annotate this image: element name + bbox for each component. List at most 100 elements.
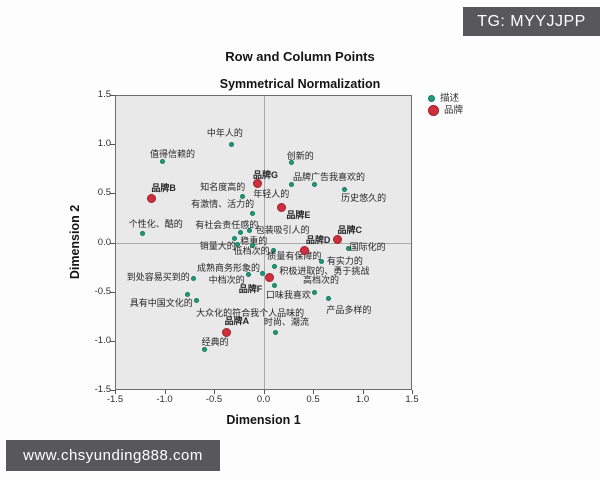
legend-marker-描述 [428, 95, 435, 102]
point-label: 成熟商务形象的 [197, 263, 261, 273]
point-label: 国际化的 [349, 242, 386, 253]
point-label: 中年人的 [206, 128, 243, 139]
x-tick-label: -1.0 [156, 394, 173, 405]
data-point-描述 [271, 283, 277, 289]
plot-area: 中年人的 值得信赖的 创新的品牌广告我喜欢的 年轻人的 历史悠久的 知名度高的有激情、活力… [115, 95, 412, 390]
legend-label: 描述 [440, 92, 460, 104]
y-axis-label: Dimension 2 [68, 204, 82, 280]
point-label: 有实力的 [326, 256, 363, 267]
x-tick [164, 390, 166, 394]
data-point-品牌 [147, 193, 157, 203]
legend-item: 品牌 [428, 105, 463, 116]
data-point-描述 [246, 272, 252, 278]
y-tick-label: 1.0 [97, 138, 111, 150]
data-point-描述 [140, 231, 146, 237]
point-label: 具有中国文化的 [129, 297, 193, 308]
data-point-描述 [193, 298, 199, 304]
x-tick [214, 390, 215, 394]
y-tick-label: 0.5 [97, 187, 111, 199]
point-label: 中档次的 [208, 274, 245, 285]
x-tick [263, 390, 265, 394]
point-label: 个性化、酷的 [128, 218, 183, 229]
point-label: 到处容易买到的 [126, 271, 190, 282]
data-point-描述 [270, 247, 276, 253]
point-label: 品牌C [337, 224, 363, 235]
point-label: 产品多样的 [326, 304, 372, 315]
point-label: 品牌F [238, 283, 263, 294]
y-tick [110, 95, 115, 96]
watermark-website: www.chsyunding888.com [6, 440, 220, 471]
point-label: 口味我喜欢 [265, 289, 311, 300]
data-point-描述 [319, 258, 325, 264]
point-label: 经典的 [201, 336, 229, 347]
point-label: 大众化的符合我个人品味的 [196, 307, 305, 318]
point-label: 高档次的 [302, 274, 339, 285]
data-point-描述 [288, 182, 294, 187]
x-tick-label: 1.5 [405, 394, 419, 405]
point-label: 创新的 [286, 150, 314, 161]
point-label: 低档次的 [233, 246, 270, 257]
point-label: 积极进取的、勇于挑战 [279, 266, 370, 277]
x-tick-label: -0.5 [205, 394, 223, 405]
y-tick [110, 144, 115, 146]
ref-line-horizontal [116, 243, 411, 244]
data-point-描述 [184, 292, 190, 298]
data-point-描述 [201, 347, 207, 353]
data-point-描述 [260, 270, 266, 276]
data-point-品牌 [222, 327, 232, 337]
point-label: 知名度高的 [200, 182, 246, 193]
data-point-描述 [312, 290, 318, 296]
x-tick-label: 1.0 [355, 394, 370, 405]
x-tick [115, 390, 116, 394]
data-point-描述 [247, 228, 253, 234]
legend-item: 描述 [428, 93, 463, 104]
x-tick [313, 390, 314, 394]
point-label: 品牌广告我喜欢的 [292, 171, 366, 182]
legend-label: 品牌 [444, 104, 464, 116]
data-point-描述 [235, 241, 241, 247]
data-point-描述 [160, 159, 166, 165]
point-label: 历史悠久的 [341, 193, 387, 204]
point-label: 值得信赖的 [150, 148, 196, 159]
ref-line-vertical [264, 96, 265, 389]
data-point-描述 [342, 186, 348, 192]
data-point-描述 [271, 263, 277, 269]
data-point-描述 [250, 242, 256, 248]
data-point-描述 [288, 160, 294, 166]
y-tick [110, 291, 115, 293]
point-label: 质量有保障的 [267, 251, 322, 262]
y-tick-label: 1.5 [97, 89, 111, 100]
legend: 描述 品牌 [428, 93, 463, 117]
y-tick-label: -0.5 [94, 285, 111, 297]
point-label: 时尚、潮流 [263, 317, 309, 327]
x-tick-label: -1.5 [106, 394, 124, 405]
data-point-品牌 [333, 235, 343, 245]
data-point-描述 [272, 329, 278, 335]
y-tick-label: 0.0 [97, 236, 111, 248]
data-point-描述 [250, 210, 256, 216]
point-label: 年轻人的 [253, 188, 290, 199]
data-point-品牌 [253, 179, 263, 189]
point-label: 包装吸引人的 [255, 224, 310, 235]
point-label: 品牌G [253, 169, 279, 180]
point-label: 稳重的 [240, 235, 268, 246]
chart-title: Row and Column Points [225, 49, 375, 64]
point-label: 品牌D [305, 235, 331, 246]
y-tick-label: -1.0 [94, 334, 111, 346]
y-tick [110, 340, 115, 342]
chart-subtitle: Symmetrical Normalization [219, 77, 381, 91]
data-point-描述 [229, 141, 235, 147]
data-point-描述 [346, 245, 352, 251]
data-point-描述 [311, 182, 317, 187]
x-tick [362, 390, 364, 394]
x-axis-label: Dimension 1 [226, 413, 301, 427]
point-label: 品牌A [224, 316, 250, 326]
data-point-描述 [190, 276, 196, 282]
data-point-描述 [326, 296, 332, 302]
data-point-品牌 [299, 245, 309, 255]
point-label: 有激情、活力的 [191, 199, 255, 210]
legend-marker-品牌 [428, 105, 439, 116]
data-point-描述 [232, 236, 238, 242]
data-point-品牌 [264, 273, 274, 283]
